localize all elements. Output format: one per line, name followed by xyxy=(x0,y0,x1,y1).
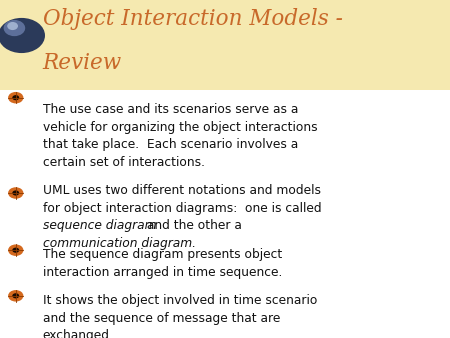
Circle shape xyxy=(8,244,23,256)
Circle shape xyxy=(7,22,18,30)
Text: UML uses two different notations and models: UML uses two different notations and mod… xyxy=(43,184,321,197)
Circle shape xyxy=(12,190,19,196)
Text: The use case and its scenarios serve as a: The use case and its scenarios serve as … xyxy=(43,103,298,116)
Text: interaction arranged in time sequence.: interaction arranged in time sequence. xyxy=(43,266,282,279)
Text: for object interaction diagrams:  one is called: for object interaction diagrams: one is … xyxy=(43,202,321,215)
Text: vehicle for organizing the object interactions: vehicle for organizing the object intera… xyxy=(43,121,317,134)
Text: communication diagram.: communication diagram. xyxy=(43,237,196,250)
Text: and the sequence of message that are: and the sequence of message that are xyxy=(43,312,280,324)
Circle shape xyxy=(8,92,23,103)
Circle shape xyxy=(12,95,19,100)
Text: and the other a: and the other a xyxy=(143,219,242,232)
Text: exchanged.: exchanged. xyxy=(43,329,113,338)
Circle shape xyxy=(8,290,23,301)
Text: that take place.  Each scenario involves a: that take place. Each scenario involves … xyxy=(43,138,298,151)
Text: Review: Review xyxy=(43,52,122,74)
Circle shape xyxy=(4,20,25,36)
Circle shape xyxy=(12,248,19,253)
FancyBboxPatch shape xyxy=(0,0,450,90)
Circle shape xyxy=(12,293,19,298)
Text: It shows the object involved in time scenario: It shows the object involved in time sce… xyxy=(43,294,317,307)
Circle shape xyxy=(8,187,23,199)
Circle shape xyxy=(0,18,45,53)
Text: certain set of interactions.: certain set of interactions. xyxy=(43,156,205,169)
Text: The sequence diagram presents object: The sequence diagram presents object xyxy=(43,248,282,261)
Text: Object Interaction Models -: Object Interaction Models - xyxy=(43,8,342,30)
Text: sequence diagram: sequence diagram xyxy=(43,219,156,232)
